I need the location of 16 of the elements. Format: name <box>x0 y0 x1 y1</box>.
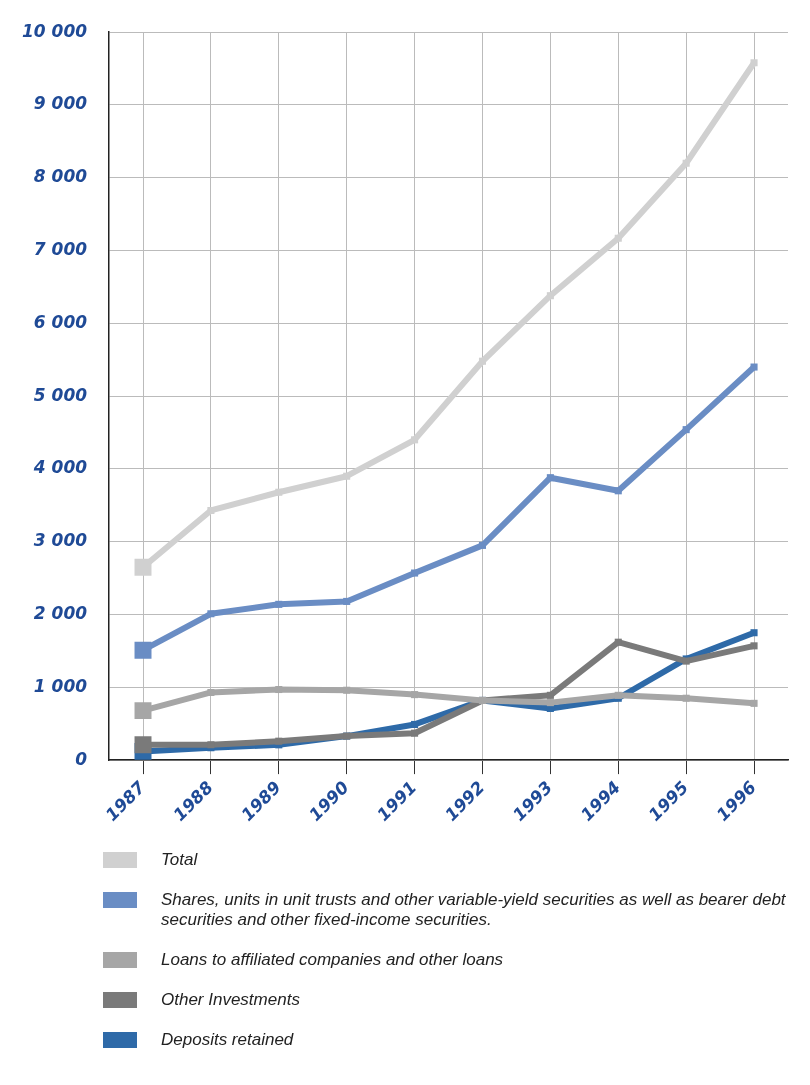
y-tick-label: 10 000 <box>22 20 88 41</box>
legend-label: Total <box>161 850 198 870</box>
y-tick-label: 2 000 <box>33 602 88 623</box>
y-tick-label: 9 000 <box>33 93 88 114</box>
legend-label: Shares, units in unit trusts and other variable-yield securities as well as bearer debt securities and other fixed-income securities. <box>161 890 787 930</box>
y-tick-label: 5 000 <box>33 384 88 405</box>
legend-label: Other Investments <box>161 990 300 1010</box>
y-tick-label: 7 000 <box>33 239 88 259</box>
y-tick-label: 8 000 <box>33 166 88 187</box>
legend-label: Loans to affiliated companies and other loans <box>161 950 504 970</box>
legend-label: Deposits retained <box>161 1030 294 1050</box>
y-tick-label: 6 000 <box>33 311 88 332</box>
y-tick-label: 3 000 <box>33 530 88 551</box>
y-tick-label: 0 <box>75 748 88 769</box>
y-tick-label: 4 000 <box>32 457 88 478</box>
y-tick-label: 1 000 <box>33 675 88 696</box>
